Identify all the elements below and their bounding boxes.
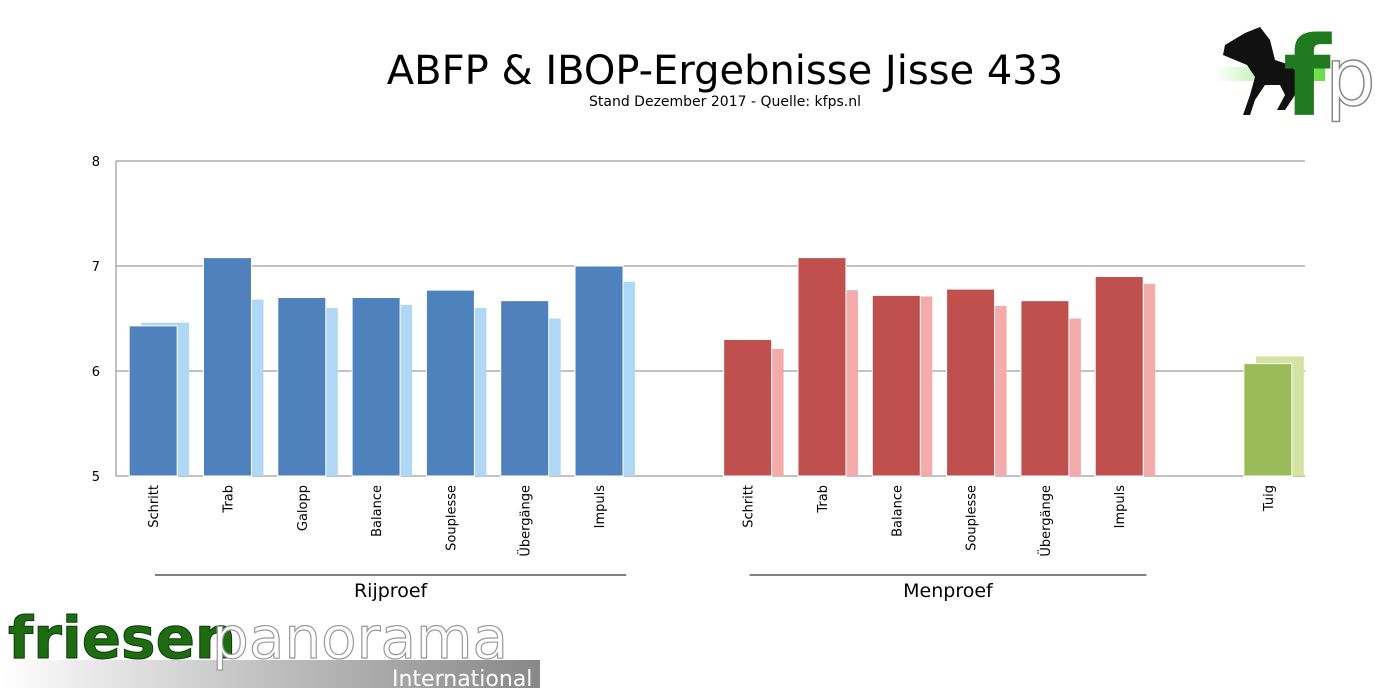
svg-text:International: International (392, 667, 532, 692)
bar-primary (500, 300, 550, 477)
x-tick-label: Impuls (1113, 485, 1128, 529)
bar-primary (1020, 300, 1070, 477)
bar-primary (871, 294, 921, 477)
svg-text:p: p (1325, 31, 1376, 124)
x-tick-label: Balance (890, 485, 905, 537)
x-tick-label: Balance (370, 485, 385, 537)
bar-primary (1094, 276, 1144, 477)
x-tick-label: Schritt (147, 485, 162, 528)
bar-primary (797, 257, 847, 477)
svg-text:friesen: friesen (8, 604, 236, 672)
x-tick-label: Trab (816, 485, 831, 514)
group-label: Menproef (903, 580, 994, 602)
x-tick-label: Schritt (742, 485, 757, 528)
bar-primary (202, 257, 252, 477)
svg-text:f: f (1283, 15, 1332, 127)
bar-primary (946, 288, 996, 477)
bar-primary (723, 339, 773, 477)
x-tick-label: Trab (221, 485, 236, 514)
bar-primary (128, 325, 178, 477)
y-tick-label: 7 (92, 260, 100, 275)
x-tick-label: Tuig (1262, 485, 1277, 512)
x-tick-label: Souplesse (965, 485, 980, 551)
x-tick-label: Übergänge (517, 485, 534, 557)
horse-icon (1223, 27, 1300, 115)
y-tick-label: 8 (92, 155, 100, 170)
bar-primary (351, 297, 401, 477)
chart-subtitle: Stand Dezember 2017 - Quelle: kfps.nl (589, 94, 861, 110)
bar-primary (1243, 363, 1293, 477)
chart-title: ABFP & IBOP-Ergebnisse Jisse 433 (386, 48, 1064, 94)
x-tick-label: Souplesse (444, 485, 459, 551)
x-tick-label: Impuls (593, 485, 608, 529)
x-tick-label: Galopp (296, 485, 311, 531)
fp-logo: f p (1215, 15, 1377, 127)
x-tick-label: Übergänge (1037, 485, 1054, 557)
bar-primary (425, 289, 475, 477)
y-tick-label: 5 (92, 470, 100, 485)
y-tick-label: 6 (92, 365, 100, 380)
bar-primary (574, 265, 624, 477)
friesenpanorama-logo: friesen panorama International (0, 603, 540, 692)
group-label: Rijproef (354, 580, 429, 602)
svg-text:panorama: panorama (212, 604, 508, 672)
bar-primary (277, 297, 327, 477)
